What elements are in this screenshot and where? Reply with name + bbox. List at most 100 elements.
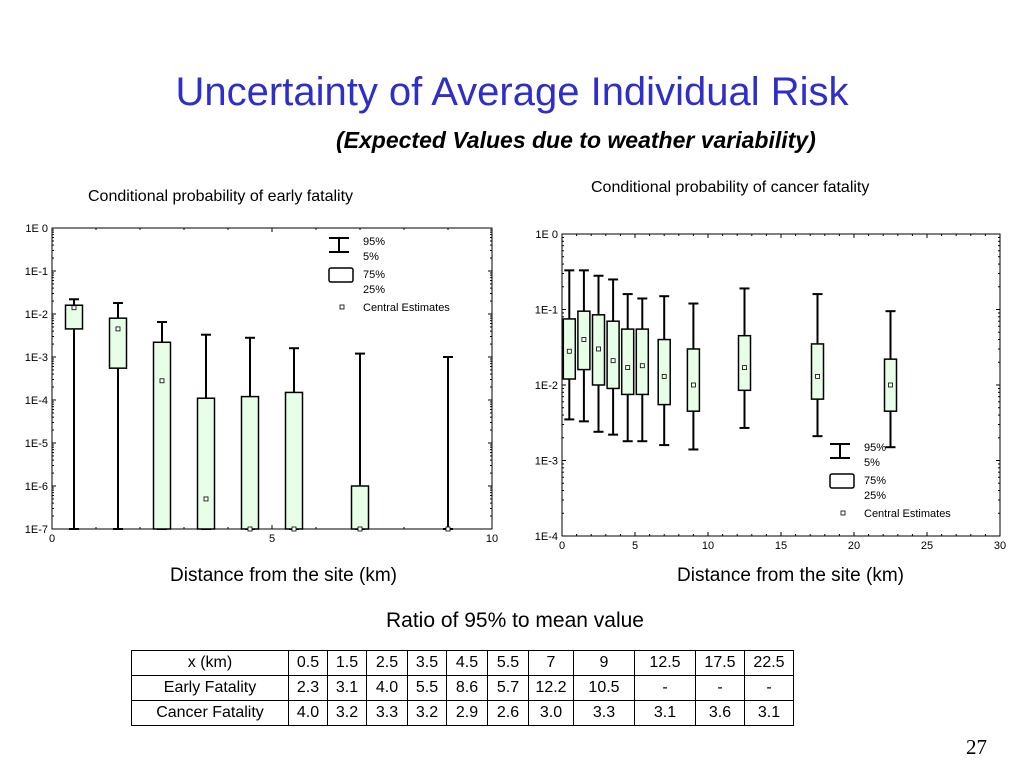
header-cell: 0.5 xyxy=(288,650,328,676)
central-estimate-marker xyxy=(247,526,253,532)
row0-cell: 2.3 xyxy=(288,675,328,701)
y-tick-label: 1E-1 xyxy=(535,305,558,317)
x-tick-label: 10 xyxy=(486,533,498,545)
table-header-row: x (km) 0.5 1.5 2.5 3.5 4.5 5.5 7 9 12.5 17.5 22.5 xyxy=(131,650,794,676)
box-25-75 xyxy=(635,328,650,396)
central-estimate-marker xyxy=(815,373,820,379)
box-25-75 xyxy=(810,343,825,400)
cancer-x-axis-label: Distance from the site (km) xyxy=(677,565,904,586)
ratio-table: x (km) 0.5 1.5 2.5 3.5 4.5 5.5 7 9 12.5 17.5 22.5 E… xyxy=(131,650,794,726)
row0-cell: 10.5 xyxy=(573,675,635,701)
legend-central-marker xyxy=(339,304,345,310)
y-tick-label: 1E-3 xyxy=(25,352,48,364)
y-tick-label: 1E-2 xyxy=(535,380,558,392)
row0-cell: 8.6 xyxy=(446,675,488,701)
cancer-fatality-chart: 1E 0 1E-1 1E-2 1E-3 1E-40 5 10 15 20 25 30 95% 5% 75%… xyxy=(535,229,1006,552)
row1-cell: 3.2 xyxy=(327,700,367,726)
x-tick-label: 0 xyxy=(559,540,565,552)
legend-label: 75% xyxy=(363,269,385,281)
central-estimate-marker xyxy=(445,526,451,532)
box-25-75 xyxy=(284,391,304,530)
early-fatality-chart: 1E 0 1E-1 1E-2 1E-3 1E-4 1E-5 1E-6 1E-70 5 10 95% 5… xyxy=(25,223,498,545)
box-25-75 xyxy=(606,320,620,390)
legend-label: 25% xyxy=(864,490,886,502)
box-25-75 xyxy=(737,334,752,392)
legend-box xyxy=(829,473,855,489)
table-row-cancer: Cancer Fatality 4.0 3.2 3.3 3.2 2.9 2.6 3.0 3.3 3… xyxy=(131,700,794,726)
row1-cell: 2.6 xyxy=(487,700,529,726)
legend-central-marker xyxy=(840,510,846,516)
row1-cell: 2.9 xyxy=(446,700,488,726)
box-25-75 xyxy=(240,395,260,530)
legend-label: Central Estimates xyxy=(363,302,450,314)
central-estimate-marker xyxy=(596,346,601,352)
table-row-early: Early Fatality 2.3 3.1 4.0 5.5 8.6 5.7 12.2 10.5… xyxy=(131,675,794,701)
row0-cell: - xyxy=(634,675,696,701)
row0-cell: Early Fatality xyxy=(131,675,289,701)
header-cell: x (km) xyxy=(131,650,289,676)
legend-label: 95% xyxy=(363,236,385,248)
slide-subtitle: (Expected Values due to weather variabil… xyxy=(336,127,816,153)
row1-cell: Cancer Fatality xyxy=(131,700,289,726)
legend-label: Central Estimates xyxy=(864,508,951,520)
row1-cell: 3.3 xyxy=(366,700,408,726)
header-cell: 7 xyxy=(528,650,574,676)
central-estimate-marker xyxy=(357,526,363,532)
y-tick-label: 1E-1 xyxy=(25,266,48,278)
x-tick-label: 0 xyxy=(49,533,55,545)
central-estimate-marker xyxy=(610,358,616,364)
y-tick-label: 1E 0 xyxy=(535,229,558,241)
y-tick-label: 1E-7 xyxy=(25,524,48,536)
row1-cell: 3.6 xyxy=(695,700,745,726)
legend-label: 25% xyxy=(363,284,385,296)
central-estimate-marker xyxy=(115,326,121,332)
row0-cell: 4.0 xyxy=(366,675,408,701)
central-estimate-marker xyxy=(691,382,696,388)
header-cell: 9 xyxy=(573,650,635,676)
central-estimate-marker xyxy=(625,365,631,371)
y-tick-label: 1E-2 xyxy=(25,309,48,321)
page-number: 27 xyxy=(966,735,987,759)
slide-title: Uncertainty of Average Individual Risk xyxy=(175,70,849,114)
x-tick-label: 15 xyxy=(775,540,787,552)
box-25-75 xyxy=(196,397,216,530)
row1-cell: 3.1 xyxy=(634,700,696,726)
central-estimate-marker xyxy=(159,378,165,384)
central-estimate-marker xyxy=(742,365,747,371)
header-cell: 2.5 xyxy=(366,650,408,676)
row1-cell: 3.0 xyxy=(528,700,574,726)
header-cell: 4.5 xyxy=(446,650,488,676)
row1-cell: 3.2 xyxy=(407,700,447,726)
y-tick-label: 1E-4 xyxy=(535,531,558,543)
central-estimate-marker xyxy=(71,305,77,311)
y-tick-label: 1E-3 xyxy=(535,456,558,468)
row1-cell: 4.0 xyxy=(288,700,328,726)
box-25-75 xyxy=(108,317,128,369)
central-estimate-marker xyxy=(581,337,587,342)
header-cell: 3.5 xyxy=(407,650,447,676)
x-tick-label: 20 xyxy=(848,540,860,552)
central-estimate-marker xyxy=(639,363,645,369)
legend-label: 5% xyxy=(363,251,379,263)
box-25-75 xyxy=(64,304,84,330)
central-estimate-marker xyxy=(661,373,667,379)
x-tick-label: 5 xyxy=(269,533,275,545)
header-cell: 5.5 xyxy=(487,650,529,676)
legend-label: 75% xyxy=(864,475,886,487)
box-25-75 xyxy=(620,328,635,396)
cancer-chart-title: Conditional probability of cancer fatali… xyxy=(591,179,870,196)
box-25-75 xyxy=(686,348,701,412)
legend-box xyxy=(328,267,354,283)
x-tick-label: 25 xyxy=(921,540,933,552)
header-cell: 17.5 xyxy=(695,650,745,676)
central-estimate-marker xyxy=(888,382,893,388)
legend-label: 5% xyxy=(864,457,880,469)
y-tick-label: 1E-6 xyxy=(25,481,48,493)
central-estimate-marker xyxy=(203,496,209,502)
early-x-axis-label: Distance from the site (km) xyxy=(170,565,397,586)
header-cell: 22.5 xyxy=(744,650,794,676)
y-tick-label: 1E 0 xyxy=(25,223,48,235)
header-cell: 12.5 xyxy=(634,650,696,676)
y-tick-label: 1E-4 xyxy=(25,395,48,407)
